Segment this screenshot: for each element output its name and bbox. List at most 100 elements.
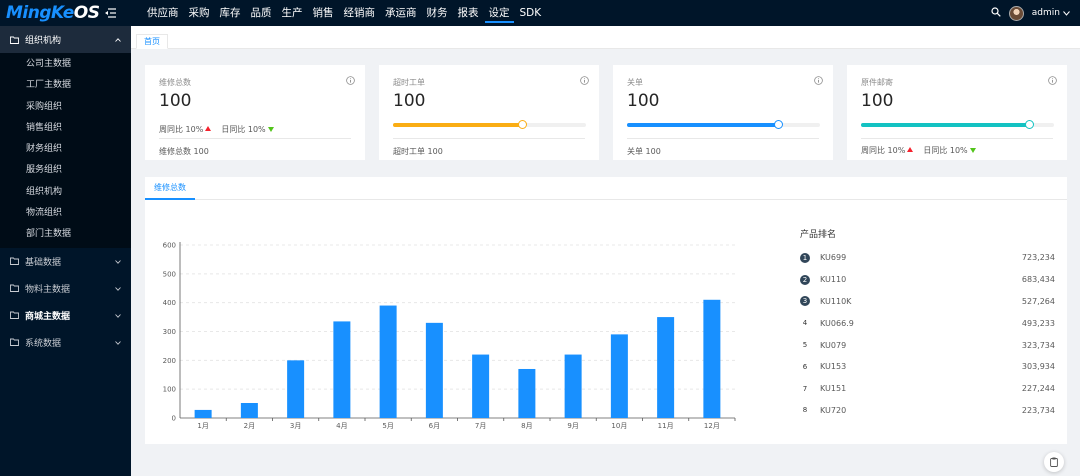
chevron-down-icon — [115, 311, 121, 321]
card-divider — [159, 138, 351, 139]
rank-badge: 7 — [802, 384, 808, 393]
sidebar-subitem[interactable]: 销售组织 — [26, 122, 63, 133]
sidebar-group[interactable]: 系统数据 — [0, 329, 131, 356]
progress-knob — [518, 120, 528, 129]
card-footer: 关单 100 — [627, 147, 661, 156]
y-tick-label: 0 — [172, 415, 176, 423]
x-tick-label: 6月 — [429, 422, 440, 430]
x-tick-label: 4月 — [336, 422, 347, 430]
card-footer: 超时工单 100 — [393, 147, 443, 156]
day-trend: 日同比 10% — [221, 124, 274, 135]
y-tick-label: 100 — [163, 386, 176, 394]
info-icon[interactable] — [346, 76, 355, 88]
x-tick-label: 11月 — [658, 422, 674, 430]
sidebar-group[interactable]: 基础数据 — [0, 248, 131, 275]
info-icon[interactable] — [580, 76, 589, 88]
card-value: 100 — [393, 91, 426, 111]
main-content: 首页 维修总数 100 周同比 10% 日同比 10% 维修总数 100 超时工单 100 超… — [131, 26, 1080, 476]
sidebar-subitem[interactable]: 工厂主数据 — [26, 80, 72, 91]
card-value: 100 — [159, 91, 192, 111]
sidebar-group[interactable]: 商城主数据 — [0, 302, 131, 329]
progress-bar — [627, 120, 820, 129]
bar-9 — [564, 354, 582, 418]
top-bar: MingKe OS 供应商 采购 库存 品质 生产 销售 经销商 承运商 财务 报表 设定 SDK ad… — [0, 0, 1080, 26]
sidebar-subitem[interactable]: 公司主数据 — [26, 59, 72, 69]
bar-12 — [703, 299, 721, 418]
bar-7 — [472, 354, 490, 418]
rank-product: KU699 — [820, 253, 847, 263]
tab-home[interactable]: 首页 — [136, 34, 168, 49]
search-icon[interactable] — [991, 6, 1001, 20]
nav-item[interactable]: 承运商 — [385, 7, 417, 19]
rank-badge: 2 — [800, 274, 810, 285]
progress-knob — [1024, 120, 1034, 129]
chart-tab-repairs[interactable]: 维修总数 — [145, 177, 195, 200]
sidebar-subitem[interactable]: 组织机构 — [26, 186, 63, 197]
progress-knob — [773, 120, 783, 129]
user-menu[interactable]: admin — [1032, 8, 1070, 18]
nav-item[interactable]: 设定 — [484, 0, 515, 26]
rank-value: 683,434 — [1021, 275, 1055, 285]
y-tick-label: 200 — [163, 357, 176, 365]
nav-item[interactable]: SDK — [519, 7, 542, 19]
nav-item[interactable]: 经销商 — [343, 7, 376, 19]
info-icon[interactable] — [1048, 76, 1057, 88]
info-icon[interactable] — [814, 76, 823, 88]
card-title: 超时工单 — [393, 78, 425, 87]
caret-up-icon — [907, 147, 914, 152]
nav-item[interactable]: 销售 — [312, 7, 334, 19]
sidebar-group-label: 商城主数据 — [25, 311, 71, 322]
nav-item[interactable]: 供应商 — [147, 7, 179, 19]
caret-down-icon — [969, 148, 976, 153]
sidebar-group-label: 系统数据 — [25, 338, 62, 349]
sidebar-subitem[interactable]: 财务组织 — [26, 144, 63, 155]
folder-icon — [10, 284, 19, 293]
nav-item[interactable]: 品质 — [250, 7, 272, 19]
rank-value: 493,233 — [1021, 318, 1055, 328]
sidebar-group-label: 物料主数据 — [25, 284, 71, 295]
rank-product: KU153 — [820, 362, 847, 372]
x-tick-label: 7月 — [475, 422, 486, 430]
logo[interactable]: MingKe OS — [0, 3, 100, 23]
stat-card: 关单 100 关单 100 — [613, 65, 833, 160]
avatar[interactable] — [1008, 5, 1024, 21]
rank-product: KU066.9 — [820, 318, 854, 328]
bar-5 — [379, 305, 397, 418]
bar-8 — [518, 368, 536, 418]
product-ranking: 产品排名 1 KU699 723,234 2 KU110 683,434 3 KU110K 52… — [800, 227, 1055, 421]
clipboard-icon — [1050, 457, 1058, 467]
sidebar-subitem[interactable]: 部门主数据 — [26, 229, 72, 240]
rank-value: 723,234 — [1021, 253, 1055, 263]
chevron-down-icon — [1063, 10, 1070, 16]
x-tick-label: 3月 — [290, 422, 301, 430]
sidebar-group-label: 组织机构 — [25, 36, 62, 46]
rank-product: KU151 — [820, 384, 847, 394]
chevron-down-icon — [115, 284, 121, 294]
sidebar-group-org[interactable]: 组织机构 — [0, 26, 131, 53]
folder-icon — [10, 36, 19, 44]
sidebar-subitem[interactable]: 采购组织 — [26, 101, 63, 112]
progress-bar — [861, 120, 1054, 129]
chart-panel: 维修总数 0 100 200 300 400 500 600 1月 2月 3月 4月 5月 6月 7月 8月… — [145, 177, 1067, 444]
sidebar-subitem[interactable]: 服务组织 — [26, 165, 63, 176]
ranking-row: 2 KU110 683,434 — [800, 269, 1055, 291]
nav-item[interactable]: 库存 — [219, 7, 241, 19]
nav-item[interactable]: 采购 — [188, 7, 210, 19]
menu-fold-icon[interactable] — [100, 0, 120, 26]
nav-item[interactable]: 生产 — [281, 7, 303, 19]
day-trend: 日同比 10% — [923, 145, 976, 156]
ranking-row: 4 KU066.9 493,233 — [800, 312, 1055, 334]
logo-text: MingKe — [6, 3, 74, 23]
progress-bar — [393, 120, 586, 129]
rank-value: 303,934 — [1021, 362, 1055, 372]
x-tick-label: 12月 — [704, 422, 720, 430]
sidebar-subitem[interactable]: 物流组织 — [26, 208, 63, 219]
nav-item[interactable]: 财务 — [426, 7, 448, 19]
folder-icon — [10, 257, 19, 266]
nav-item[interactable]: 报表 — [457, 7, 479, 19]
clipboard-button[interactable] — [1044, 452, 1064, 472]
rank-value: 227,244 — [1021, 384, 1055, 394]
x-tick-label: 1月 — [197, 422, 208, 430]
sidebar: 组织机构 公司主数据 工厂主数据 采购组织 销售组织 财务组织 服务组织 组织机构 物流组织部… — [0, 26, 131, 476]
sidebar-group[interactable]: 物料主数据 — [0, 275, 131, 302]
